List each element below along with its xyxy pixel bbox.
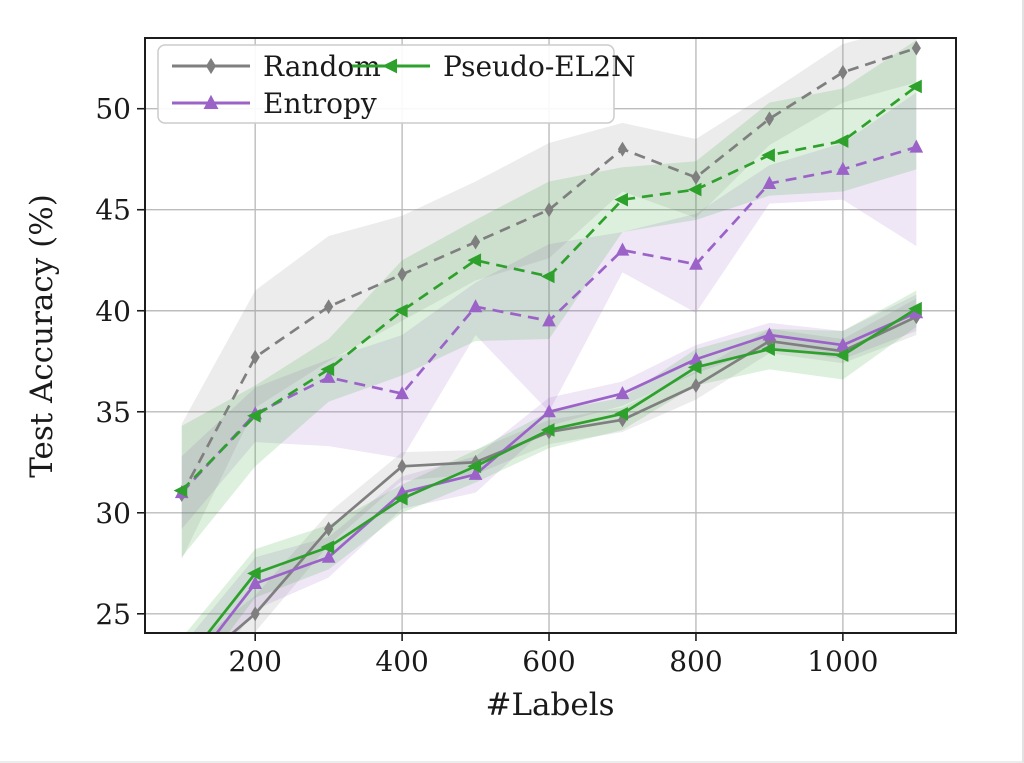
data-point-marker xyxy=(691,378,701,393)
y-tick-label: 35 xyxy=(95,396,131,429)
data-point-marker xyxy=(691,169,701,185)
data-point-marker xyxy=(397,458,407,474)
plot-border xyxy=(144,37,957,634)
data-point-marker xyxy=(544,202,554,218)
data-line xyxy=(180,46,917,496)
data-point-marker xyxy=(175,660,187,672)
data-point-marker xyxy=(393,491,408,506)
plot-frame xyxy=(144,37,957,634)
data-point-marker xyxy=(321,369,336,383)
data-point-marker xyxy=(468,299,483,313)
data-point-marker xyxy=(250,349,260,365)
confidence-band xyxy=(181,40,917,558)
data-point-marker xyxy=(467,253,482,268)
data-point-marker xyxy=(324,299,334,315)
legend-entry-label: Pseudo-EL2N xyxy=(443,50,636,83)
data-point-marker xyxy=(467,459,482,474)
x-tick-label: 400 xyxy=(375,645,428,678)
confidence-bands xyxy=(181,38,917,633)
confidence-band xyxy=(192,294,917,633)
y-tick-label: 50 xyxy=(95,93,131,126)
x-axis-label: #Labels xyxy=(485,687,614,723)
data-point-marker xyxy=(470,234,481,250)
data-point-marker xyxy=(395,386,409,400)
data-point-marker xyxy=(173,483,188,498)
data-point-marker xyxy=(540,269,555,284)
data-point-marker xyxy=(834,348,849,363)
data-point-marker xyxy=(615,242,630,256)
legend-marker-icon xyxy=(203,94,219,109)
data-point-marker xyxy=(468,466,483,480)
legend-entry-label: Entropy xyxy=(263,87,377,120)
data-point-marker xyxy=(320,540,335,554)
axis-ticks: 200 400 600 800 1000 25 30 35 40 45 50 xyxy=(95,93,878,678)
legend-marker-icon xyxy=(382,58,397,74)
data-point-marker xyxy=(908,301,922,316)
data-point-marker xyxy=(247,566,261,581)
data-point-marker xyxy=(687,360,702,375)
legend-box xyxy=(157,44,615,124)
data-point-marker xyxy=(617,141,628,157)
y-tick-label: 30 xyxy=(95,497,131,530)
data-point-marker xyxy=(689,256,703,270)
data-point-marker xyxy=(615,386,630,400)
data-point-marker xyxy=(687,182,702,197)
x-tick-label: 200 xyxy=(228,645,281,678)
data-point-marker xyxy=(836,337,850,351)
data-point-marker xyxy=(321,549,336,563)
data-point-marker xyxy=(761,148,775,162)
data-point-marker xyxy=(176,672,188,684)
x-tick-label: 1000 xyxy=(807,645,878,678)
data-point-marker xyxy=(540,423,555,437)
y-axis-label: Test Accuracy (%) xyxy=(24,194,60,478)
confidence-band xyxy=(181,38,917,560)
data-point-marker xyxy=(247,409,261,423)
data-point-markers xyxy=(173,40,924,684)
legend-marker-icon xyxy=(206,57,216,75)
data-point-marker xyxy=(542,404,556,418)
data-point-marker xyxy=(909,139,924,153)
y-tick-label: 25 xyxy=(95,598,131,631)
data-point-marker xyxy=(542,313,556,327)
data-point-marker xyxy=(761,342,775,356)
data-point-marker xyxy=(324,521,334,537)
confidence-band xyxy=(185,290,917,633)
data-point-marker xyxy=(320,362,335,377)
data-point-marker xyxy=(762,327,777,341)
y-tick-label: 45 xyxy=(95,194,131,227)
data-point-marker xyxy=(393,303,408,318)
data-point-marker xyxy=(836,161,850,175)
data-point-marker xyxy=(250,606,260,622)
data-point-marker xyxy=(908,79,922,94)
confidence-band xyxy=(208,298,917,633)
data-point-marker xyxy=(248,575,263,590)
data-point-marker xyxy=(911,40,921,56)
confidence-band xyxy=(181,92,917,529)
data-point-marker xyxy=(834,134,849,148)
x-tick-label: 600 xyxy=(522,645,575,678)
data-point-marker xyxy=(397,266,407,282)
data-point-marker xyxy=(178,670,186,683)
data-point-marker xyxy=(764,111,774,127)
data-point-marker xyxy=(614,406,628,421)
y-tick-label: 40 xyxy=(95,295,131,328)
data-point-marker xyxy=(838,64,848,80)
data-point-marker xyxy=(614,192,628,207)
x-tick-label: 800 xyxy=(669,645,722,678)
data-point-marker xyxy=(762,175,777,189)
